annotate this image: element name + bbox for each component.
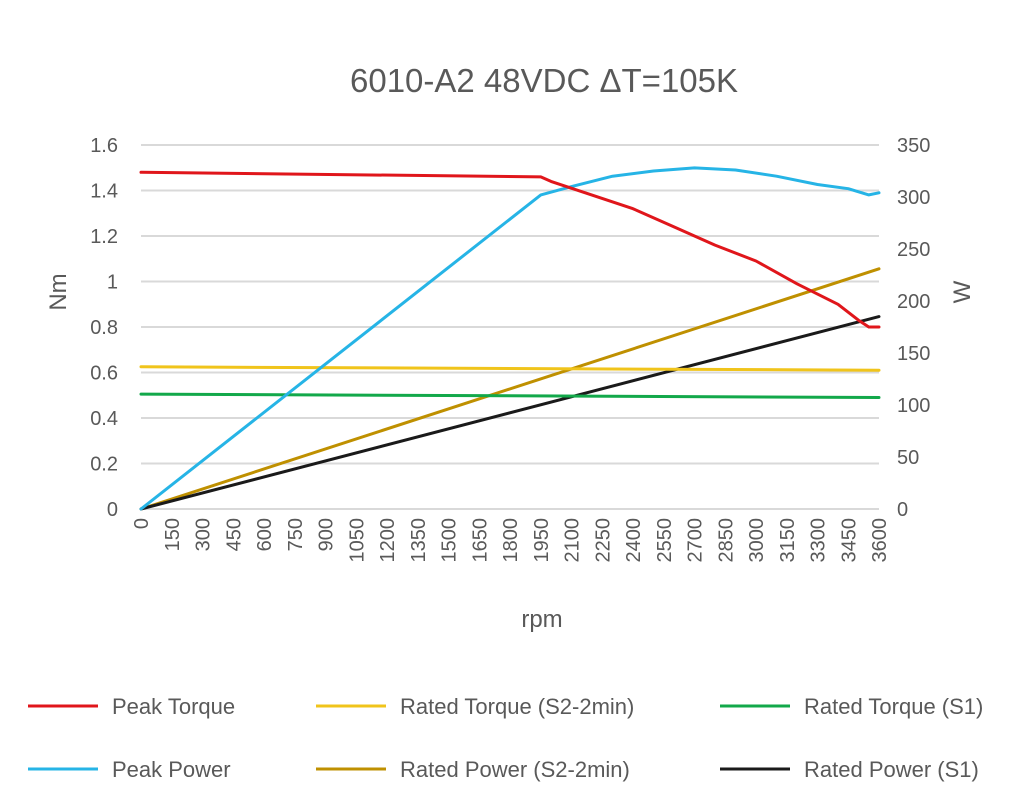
- x-axis-ticks: 0 150 300 450 600 750 900 1050 1200 1350 1500 1650 1…: [131, 518, 891, 563]
- y-left-tick-label: 0.2: [90, 454, 118, 476]
- legend-label: Rated Power (S1): [804, 757, 979, 782]
- x-tick-label: 3150: [777, 518, 799, 563]
- y-right-tick-label: 0: [897, 499, 908, 521]
- y-right-tick-label: 150: [897, 343, 930, 365]
- x-tick-label: 3300: [808, 518, 830, 563]
- series-peak-power: [139, 166, 881, 511]
- legend-label: Rated Torque (S1): [804, 694, 983, 719]
- x-tick-label: 2250: [592, 518, 614, 563]
- left-axis-ticks: 0 0.2 0.4 0.6 0.8 1 1.2 1.4 1.6: [90, 135, 118, 521]
- x-tick-label: 450: [223, 518, 245, 551]
- x-tick-label: 1200: [377, 518, 399, 563]
- x-tick-label: 1650: [469, 518, 491, 563]
- x-tick-label: 3000: [746, 518, 768, 563]
- x-tick-label: 1500: [439, 518, 461, 563]
- y-left-tick-label: 1.6: [90, 135, 118, 157]
- y-left-tick-label: 1: [107, 272, 118, 294]
- legend-label: Peak Torque: [112, 694, 235, 719]
- x-tick-label: 2400: [623, 518, 645, 563]
- y-right-tick-label: 350: [897, 135, 930, 157]
- x-tick-label: 1350: [408, 518, 430, 563]
- y-right-axis-label: W: [949, 280, 976, 303]
- series-rated-power-s2-2min: [139, 267, 881, 511]
- series-rated-torque-s2-2min: [139, 365, 881, 372]
- y-left-tick-label: 0.4: [90, 408, 118, 430]
- chart-title: 6010-A2 48VDC ΔT=105K: [350, 62, 738, 99]
- x-tick-label: 1800: [500, 518, 522, 563]
- legend-label: Rated Torque (S2-2min): [400, 694, 634, 719]
- x-tick-label: 2700: [685, 518, 707, 563]
- x-tick-label: 150: [162, 518, 184, 551]
- y-left-tick-label: 0.6: [90, 363, 118, 385]
- y-left-tick-label: 1.2: [90, 226, 118, 248]
- legend-label: Peak Power: [112, 757, 231, 782]
- x-tick-label: 900: [316, 518, 338, 551]
- y-right-tick-label: 50: [897, 447, 919, 469]
- y-left-tick-label: 0: [107, 499, 118, 521]
- x-tick-label: 750: [285, 518, 307, 551]
- series-peak-torque: [139, 170, 881, 329]
- legend: Peak Torque Rated Torque (S2-2min) Rated T…: [28, 694, 983, 782]
- x-tick-label: 1050: [346, 518, 368, 563]
- x-tick-label: 3450: [838, 518, 860, 563]
- x-tick-label: 2850: [715, 518, 737, 563]
- x-tick-label: 1950: [531, 518, 553, 563]
- series-layer: [139, 166, 881, 511]
- x-axis-label: rpm: [521, 606, 562, 633]
- series-rated-power-s1: [139, 315, 881, 511]
- x-tick-label: 0: [131, 518, 153, 529]
- y-right-tick-label: 300: [897, 187, 930, 209]
- x-tick-label: 300: [193, 518, 215, 551]
- x-tick-label: 600: [254, 518, 276, 551]
- y-left-axis-label: Nm: [45, 273, 72, 310]
- legend-label: Rated Power (S2-2min): [400, 757, 630, 782]
- y-right-tick-label: 100: [897, 395, 930, 417]
- x-tick-label: 2550: [654, 518, 676, 563]
- right-axis-ticks: 0 50 100 150 200 250 300 350: [897, 135, 930, 521]
- x-tick-label: 3600: [869, 518, 891, 563]
- y-left-tick-label: 1.4: [90, 181, 118, 203]
- y-right-tick-label: 200: [897, 291, 930, 313]
- x-tick-label: 2100: [562, 518, 584, 563]
- gridlines: [141, 144, 879, 510]
- y-right-tick-label: 250: [897, 239, 930, 261]
- y-left-tick-label: 0.8: [90, 317, 118, 339]
- series-rated-torque-s1: [139, 392, 881, 399]
